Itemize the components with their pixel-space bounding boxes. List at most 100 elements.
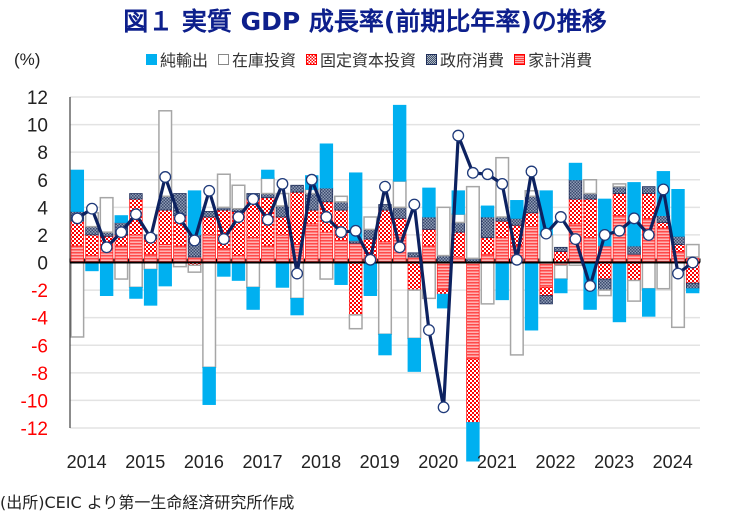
x-tick-labels: 2014 2015 2016 2017 2018 2019 2020 2021 2022 2023… bbox=[67, 452, 693, 472]
x-tick-label: 2016 bbox=[184, 452, 224, 472]
bar-segment-net-exports bbox=[70, 169, 85, 212]
bar-segment-inventory bbox=[128, 261, 143, 289]
bar-segment-inventory bbox=[70, 261, 85, 338]
bar-segment-household bbox=[129, 234, 143, 263]
bar-segment-inventory bbox=[231, 184, 246, 210]
bar-segment-inventory bbox=[480, 261, 495, 305]
bar-segment-household bbox=[246, 237, 260, 263]
legend-item-household: 家計消費 bbox=[514, 47, 592, 71]
gdp-data-point bbox=[437, 401, 450, 414]
chart-title: 図１ 実質 GDP 成長率(前期比年率)の推移 bbox=[123, 7, 607, 36]
bar-segment-inventory bbox=[392, 180, 407, 209]
gdp-data-point bbox=[613, 224, 626, 237]
bar-segment-household bbox=[583, 237, 597, 263]
gdp-data-point bbox=[686, 256, 699, 269]
gdp-data-point bbox=[510, 253, 523, 266]
bar-segment-fixed-investment bbox=[598, 262, 612, 280]
bar-segment-government bbox=[290, 184, 304, 193]
gdp-data-point bbox=[540, 227, 553, 240]
bar-segment-household bbox=[466, 262, 480, 360]
bar-segment-net-exports bbox=[99, 262, 114, 296]
bar-segment-inventory bbox=[260, 177, 275, 195]
gdp-data-point bbox=[481, 168, 494, 181]
bar-segment-government bbox=[392, 206, 407, 219]
bar-segment-government bbox=[583, 193, 597, 200]
gdp-data-point bbox=[642, 228, 655, 241]
bar-segment-net-exports bbox=[334, 262, 348, 285]
legend-item-net-exports: 純輸出 bbox=[146, 47, 208, 71]
bar-segment-fixed-investment bbox=[158, 209, 172, 245]
bar-segment-net-exports bbox=[246, 286, 260, 310]
bar-segment-household bbox=[261, 245, 275, 263]
x-tick-label: 2014 bbox=[67, 452, 107, 472]
bar-segment-inventory bbox=[685, 243, 700, 258]
bar-segment-fixed-investment bbox=[202, 216, 216, 236]
legend-swatch-inventory bbox=[218, 53, 230, 65]
bar-segment-net-exports bbox=[466, 422, 480, 462]
bar-segment-fixed-investment bbox=[627, 262, 641, 281]
legend-label-inventory: 在庫投資 bbox=[232, 51, 297, 70]
bar-segment-household bbox=[305, 223, 319, 263]
bar-segment-net-exports bbox=[217, 262, 231, 277]
bar-segment-fixed-investment bbox=[583, 198, 597, 239]
y-tick-label: -4 bbox=[31, 309, 48, 330]
x-tick-label: 2019 bbox=[360, 452, 400, 472]
legend: 純輸出 在庫投資 固定資本投資 政府消費 家計消費 bbox=[146, 47, 602, 71]
bar-segment-inventory bbox=[187, 264, 202, 273]
bar-segment-household bbox=[114, 245, 128, 263]
source-note: (出所)CEIC より第一生命経済研究所作成 bbox=[0, 493, 295, 512]
gdp-line-layer bbox=[71, 129, 699, 414]
legend-swatch-fixed-investment bbox=[306, 53, 318, 65]
gdp-data-point bbox=[379, 180, 391, 193]
bar-segment-household bbox=[275, 234, 290, 263]
bar-segment-fixed-investment bbox=[422, 228, 436, 247]
bar-segment-household bbox=[627, 253, 641, 263]
y-tick-label: -6 bbox=[31, 336, 48, 357]
bar-segment-inventory bbox=[553, 264, 568, 280]
x-tick-label: 2024 bbox=[653, 452, 693, 472]
bar-segment-inventory bbox=[114, 261, 129, 280]
bar-segment-net-exports bbox=[671, 189, 685, 237]
x-tick-label: 2018 bbox=[301, 452, 341, 472]
gdp-data-point bbox=[349, 224, 362, 237]
bar-segment-government bbox=[129, 193, 143, 200]
bar-segment-net-exports bbox=[275, 262, 290, 288]
gdp-data-point bbox=[466, 166, 479, 179]
bar-segment-household bbox=[319, 231, 334, 263]
bar-segment-inventory bbox=[246, 261, 261, 289]
bar-segment-net-exports bbox=[495, 262, 509, 301]
gdp-data-point bbox=[393, 241, 406, 254]
bar-segment-net-exports bbox=[642, 288, 656, 317]
bar-segment-net-exports bbox=[261, 169, 275, 179]
bar-segment-net-exports bbox=[407, 337, 422, 372]
bar-segment-household bbox=[85, 255, 99, 263]
bar-segment-net-exports bbox=[231, 262, 246, 281]
gdp-data-point bbox=[129, 208, 142, 221]
x-tick-label: 2017 bbox=[242, 452, 282, 472]
legend-label-fixed-investment: 固定資本投資 bbox=[320, 51, 417, 70]
bar-segment-inventory bbox=[407, 289, 422, 340]
bar-segment-government bbox=[85, 226, 99, 236]
x-tick-label: 2023 bbox=[594, 452, 634, 472]
bar-segment-net-exports bbox=[685, 288, 700, 294]
bar-segment-net-exports bbox=[480, 205, 495, 218]
legend-item-government: 政府消費 bbox=[426, 47, 504, 71]
bar-segment-net-exports bbox=[554, 278, 568, 294]
y-tick-label: 8 bbox=[37, 143, 48, 164]
y-tick-label: -10 bbox=[21, 391, 48, 412]
bar-segment-household bbox=[656, 227, 671, 263]
bar-segment-fixed-investment bbox=[407, 262, 422, 291]
bar-segment-household bbox=[334, 240, 348, 263]
bar-segment-household bbox=[539, 262, 553, 288]
y-tick-label: -2 bbox=[31, 281, 48, 302]
bar-segment-inventory bbox=[612, 183, 627, 188]
x-tick-label: 2021 bbox=[477, 452, 517, 472]
bar-segment-government bbox=[568, 179, 583, 200]
bar-segment-fixed-investment bbox=[480, 237, 495, 255]
bar-segment-inventory bbox=[597, 289, 612, 297]
bar-segment-net-exports bbox=[319, 143, 334, 189]
y-tick-label: 0 bbox=[37, 254, 48, 275]
bar-segment-net-exports bbox=[378, 333, 392, 356]
gdp-data-point bbox=[584, 279, 597, 292]
